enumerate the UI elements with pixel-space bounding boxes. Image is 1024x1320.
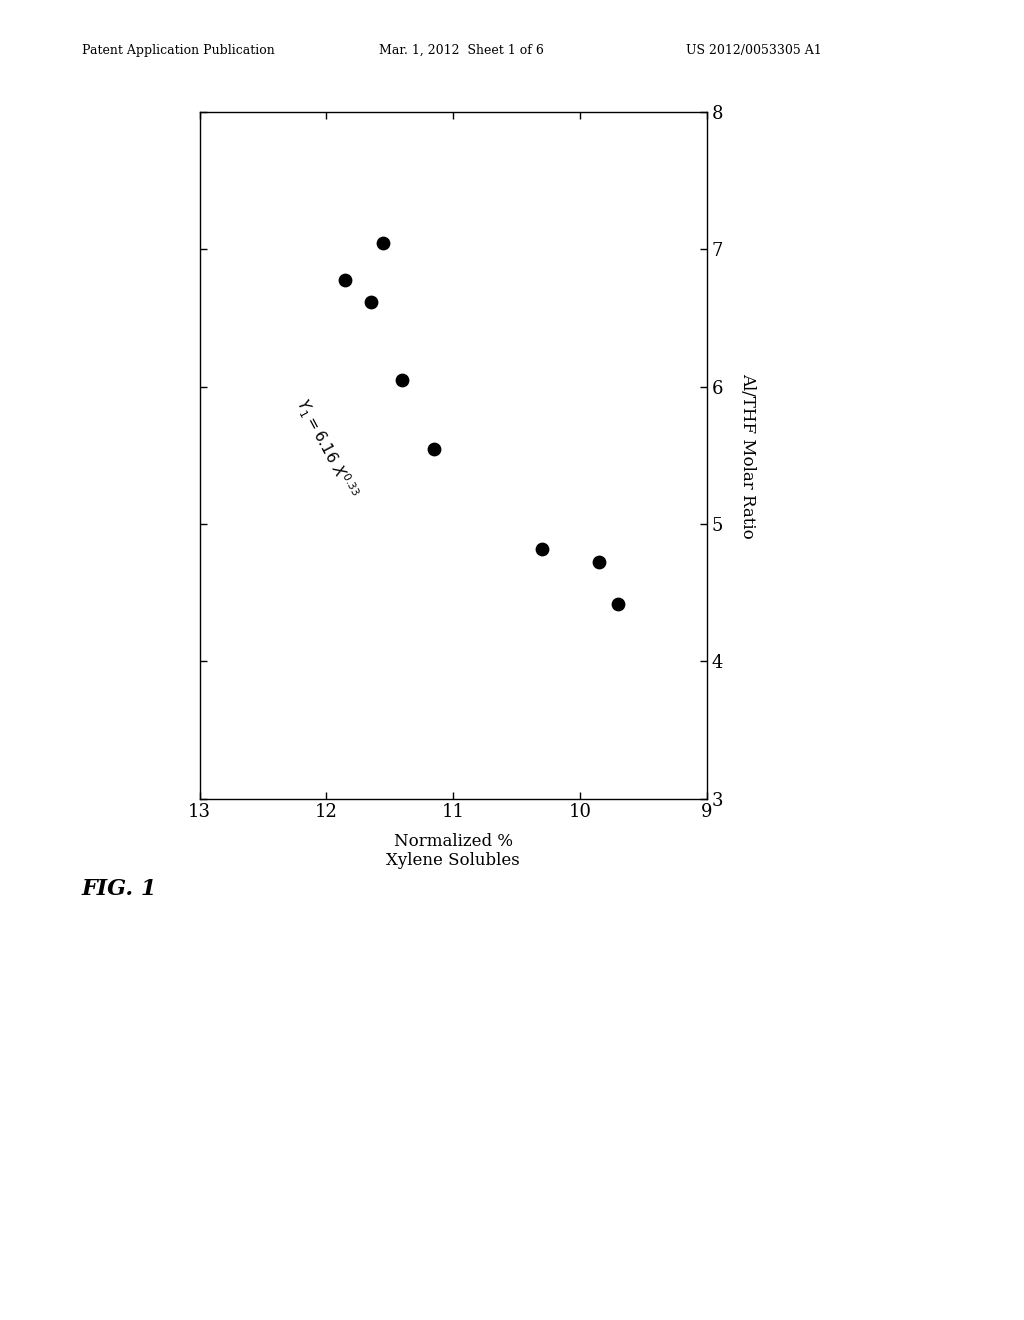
- X-axis label: Normalized %
Xylene Solubles: Normalized % Xylene Solubles: [386, 833, 520, 869]
- Point: [534, 539, 550, 560]
- Y-axis label: Al/THF Molar Ratio: Al/THF Molar Ratio: [739, 372, 757, 539]
- Point: [375, 232, 391, 253]
- Point: [394, 370, 411, 391]
- Text: Mar. 1, 2012  Sheet 1 of 6: Mar. 1, 2012 Sheet 1 of 6: [379, 44, 544, 57]
- Point: [609, 593, 626, 614]
- Point: [337, 269, 353, 290]
- Text: $Y_1 = 6.16\ X^{0.33}$: $Y_1 = 6.16\ X^{0.33}$: [291, 395, 361, 503]
- Point: [591, 552, 607, 573]
- Text: Patent Application Publication: Patent Application Publication: [82, 44, 274, 57]
- Point: [362, 292, 379, 313]
- Point: [426, 438, 442, 459]
- Text: US 2012/0053305 A1: US 2012/0053305 A1: [686, 44, 822, 57]
- Text: FIG. 1: FIG. 1: [82, 878, 158, 900]
